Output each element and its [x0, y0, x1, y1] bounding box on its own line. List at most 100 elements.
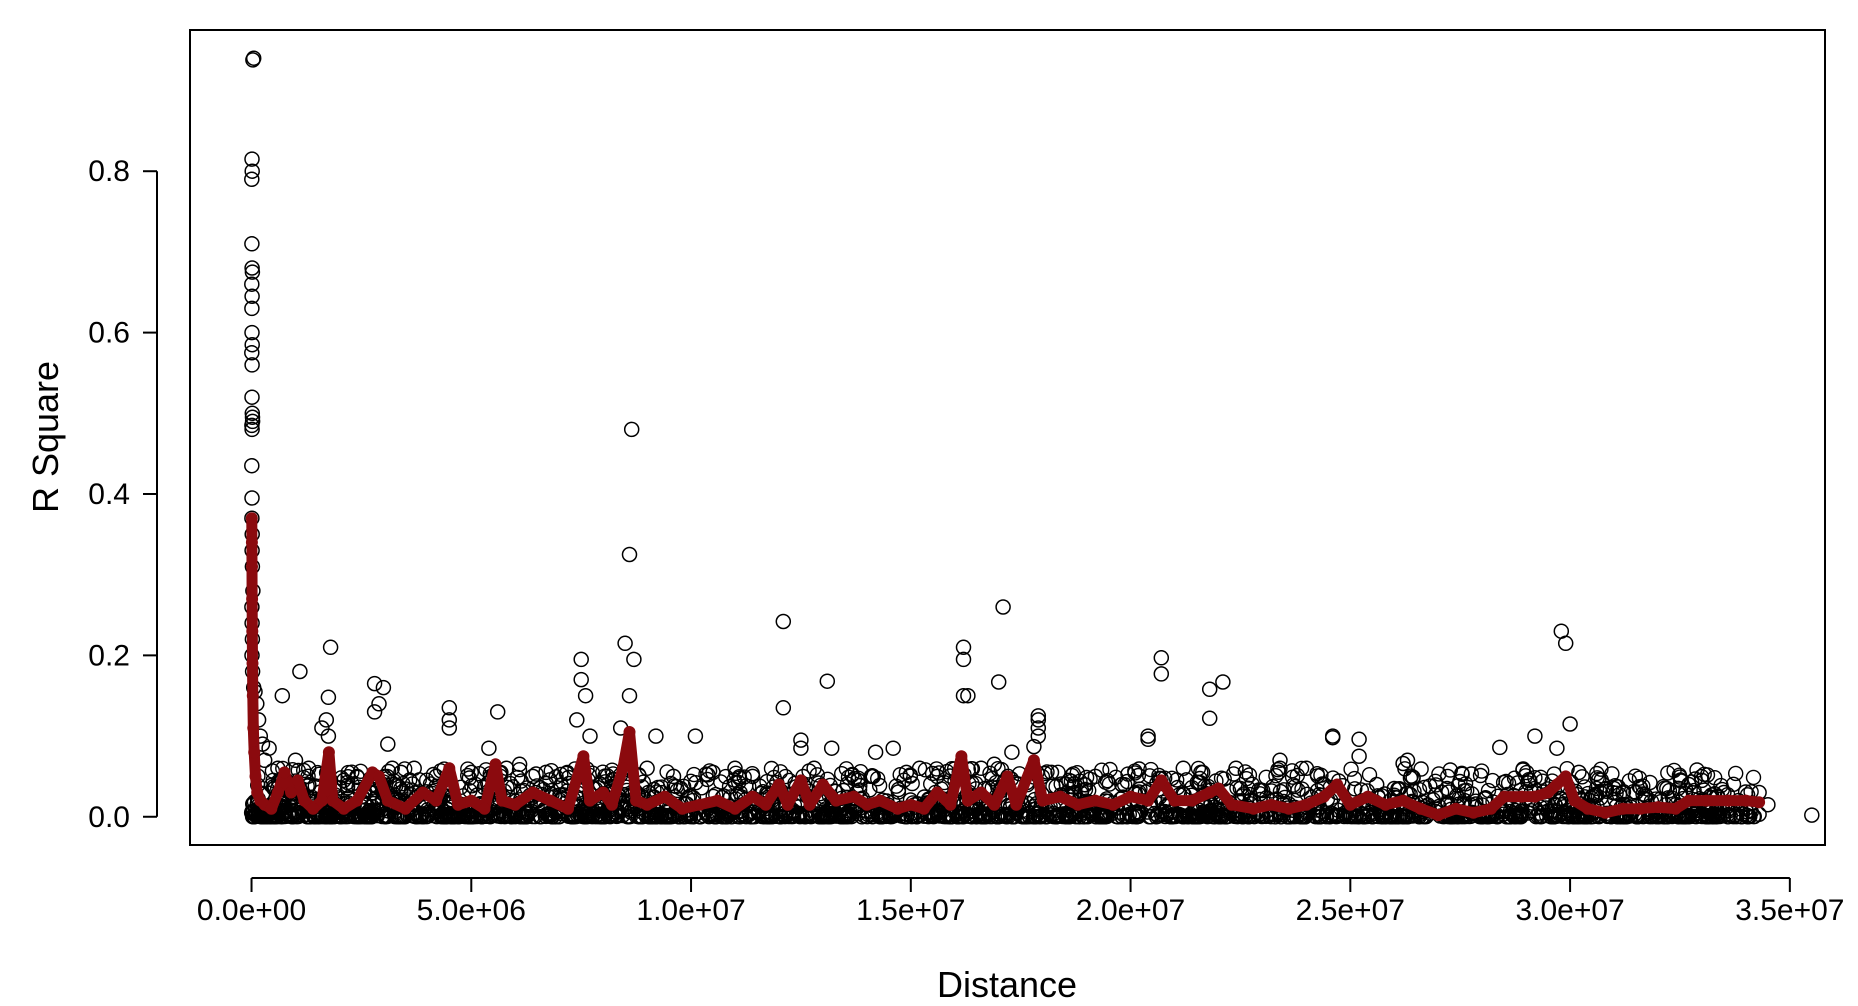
y-tick-label: 0.8 [88, 155, 130, 188]
scatter-point [393, 764, 409, 781]
scatter-point [380, 736, 396, 752]
x-tick-label: 0.0e+00 [197, 894, 306, 927]
scatter-point-background [340, 769, 356, 785]
trend-point [1414, 802, 1427, 815]
scatter-point [955, 687, 972, 704]
scatter-point-background [585, 808, 601, 824]
scatter-point-background [840, 769, 857, 785]
scatter-point-background [1141, 768, 1158, 784]
scatter-point [1351, 731, 1367, 748]
scatter-point-background [1532, 769, 1549, 785]
scatter-point [793, 740, 809, 756]
trend-point [265, 802, 278, 815]
y-tick-label: 0.6 [88, 317, 130, 350]
scatter-point [850, 772, 866, 789]
scatter-point-background [490, 808, 506, 824]
scatter-point-background [1143, 761, 1159, 778]
scatter-point-background [553, 777, 569, 794]
scatter-point-background [404, 776, 421, 792]
scatter-point-background [511, 762, 528, 778]
trend-point [623, 726, 636, 738]
scatter-point [244, 405, 261, 422]
scatter-point-background [1745, 769, 1762, 786]
trend-point [1186, 794, 1199, 807]
scatter-point [441, 700, 458, 716]
scatter-point-background [1405, 769, 1421, 785]
scatter-point [990, 674, 1007, 690]
scatter-point-background [277, 804, 293, 820]
scatter-point [885, 740, 901, 756]
scatter-point-background [1507, 809, 1523, 825]
scatter-point [1399, 752, 1416, 769]
scatter-point [1175, 760, 1192, 777]
trend-point [246, 657, 259, 670]
trend-point [478, 802, 491, 815]
scatter-point-background [1584, 788, 1601, 804]
scatter-point-background [528, 766, 544, 782]
scatter-point [626, 651, 642, 668]
trend-point [307, 802, 320, 815]
scatter-point-background [1127, 765, 1143, 781]
scatter-point-background [1593, 761, 1609, 777]
scatter-point [320, 689, 337, 706]
scatter-point [441, 720, 458, 736]
data-points [244, 50, 1820, 823]
trend-point [1616, 802, 1629, 815]
scatter-point [1043, 764, 1060, 781]
scatter-point [621, 546, 638, 563]
scatter-point-background [1589, 770, 1605, 786]
trend-point [676, 802, 689, 815]
scatter-point-background [1214, 807, 1230, 823]
x-tick-label: 2.5e+07 [1296, 894, 1405, 927]
scatter-point-background [248, 808, 264, 824]
scatter-point-background [1382, 808, 1398, 825]
scatter-point [727, 760, 743, 777]
trend-point [816, 778, 829, 791]
scatter-point [960, 687, 976, 704]
scatter-point-background [1472, 767, 1489, 784]
scatter-point-background [1268, 768, 1284, 784]
trend-point [544, 794, 557, 807]
trend-point [1089, 794, 1102, 807]
scatter-point-background [1528, 809, 1544, 825]
trend-point [1124, 790, 1137, 803]
scatter-point [1386, 780, 1403, 797]
scatter-point-background [763, 760, 780, 777]
trend-point [248, 746, 261, 759]
scatter-point [1201, 710, 1218, 727]
trend-point [1318, 790, 1330, 803]
scatter-point-background [1574, 769, 1590, 785]
scatter-point-background [797, 809, 813, 825]
scatter-point [244, 409, 261, 426]
scatter-point [1527, 728, 1543, 744]
scatter-point-background [958, 807, 974, 823]
trend-point [1142, 794, 1155, 807]
scatter-point-background [870, 771, 886, 787]
scatter-point-background [1130, 767, 1147, 784]
trend-point [874, 794, 886, 807]
scatter-point [1549, 740, 1565, 756]
scatter-point-background [1328, 807, 1345, 824]
trend-point [729, 802, 741, 815]
scatter-point [336, 772, 352, 789]
scatter-point-background [663, 775, 679, 792]
trend-point [351, 794, 363, 807]
trend-point [1361, 790, 1374, 803]
scatter-point-background [1113, 808, 1130, 825]
scatter-point-background [688, 775, 704, 791]
scatter-point-background [1403, 768, 1419, 784]
scatter-point [1201, 681, 1218, 698]
trend-point [496, 794, 509, 807]
scatter-point-background [815, 808, 831, 824]
scatter-point-background [1598, 783, 1615, 799]
scatter-point-background [951, 808, 968, 825]
scatter-point [955, 639, 972, 656]
scatter-point [244, 163, 260, 179]
scatter-point-background [651, 806, 667, 823]
scatter-point-background [1165, 808, 1182, 824]
scatter-point [573, 651, 589, 668]
trend-point [658, 790, 671, 803]
scatter-point-background [892, 767, 908, 783]
scatter-point-background [1588, 787, 1605, 804]
scatter-point [371, 696, 387, 712]
